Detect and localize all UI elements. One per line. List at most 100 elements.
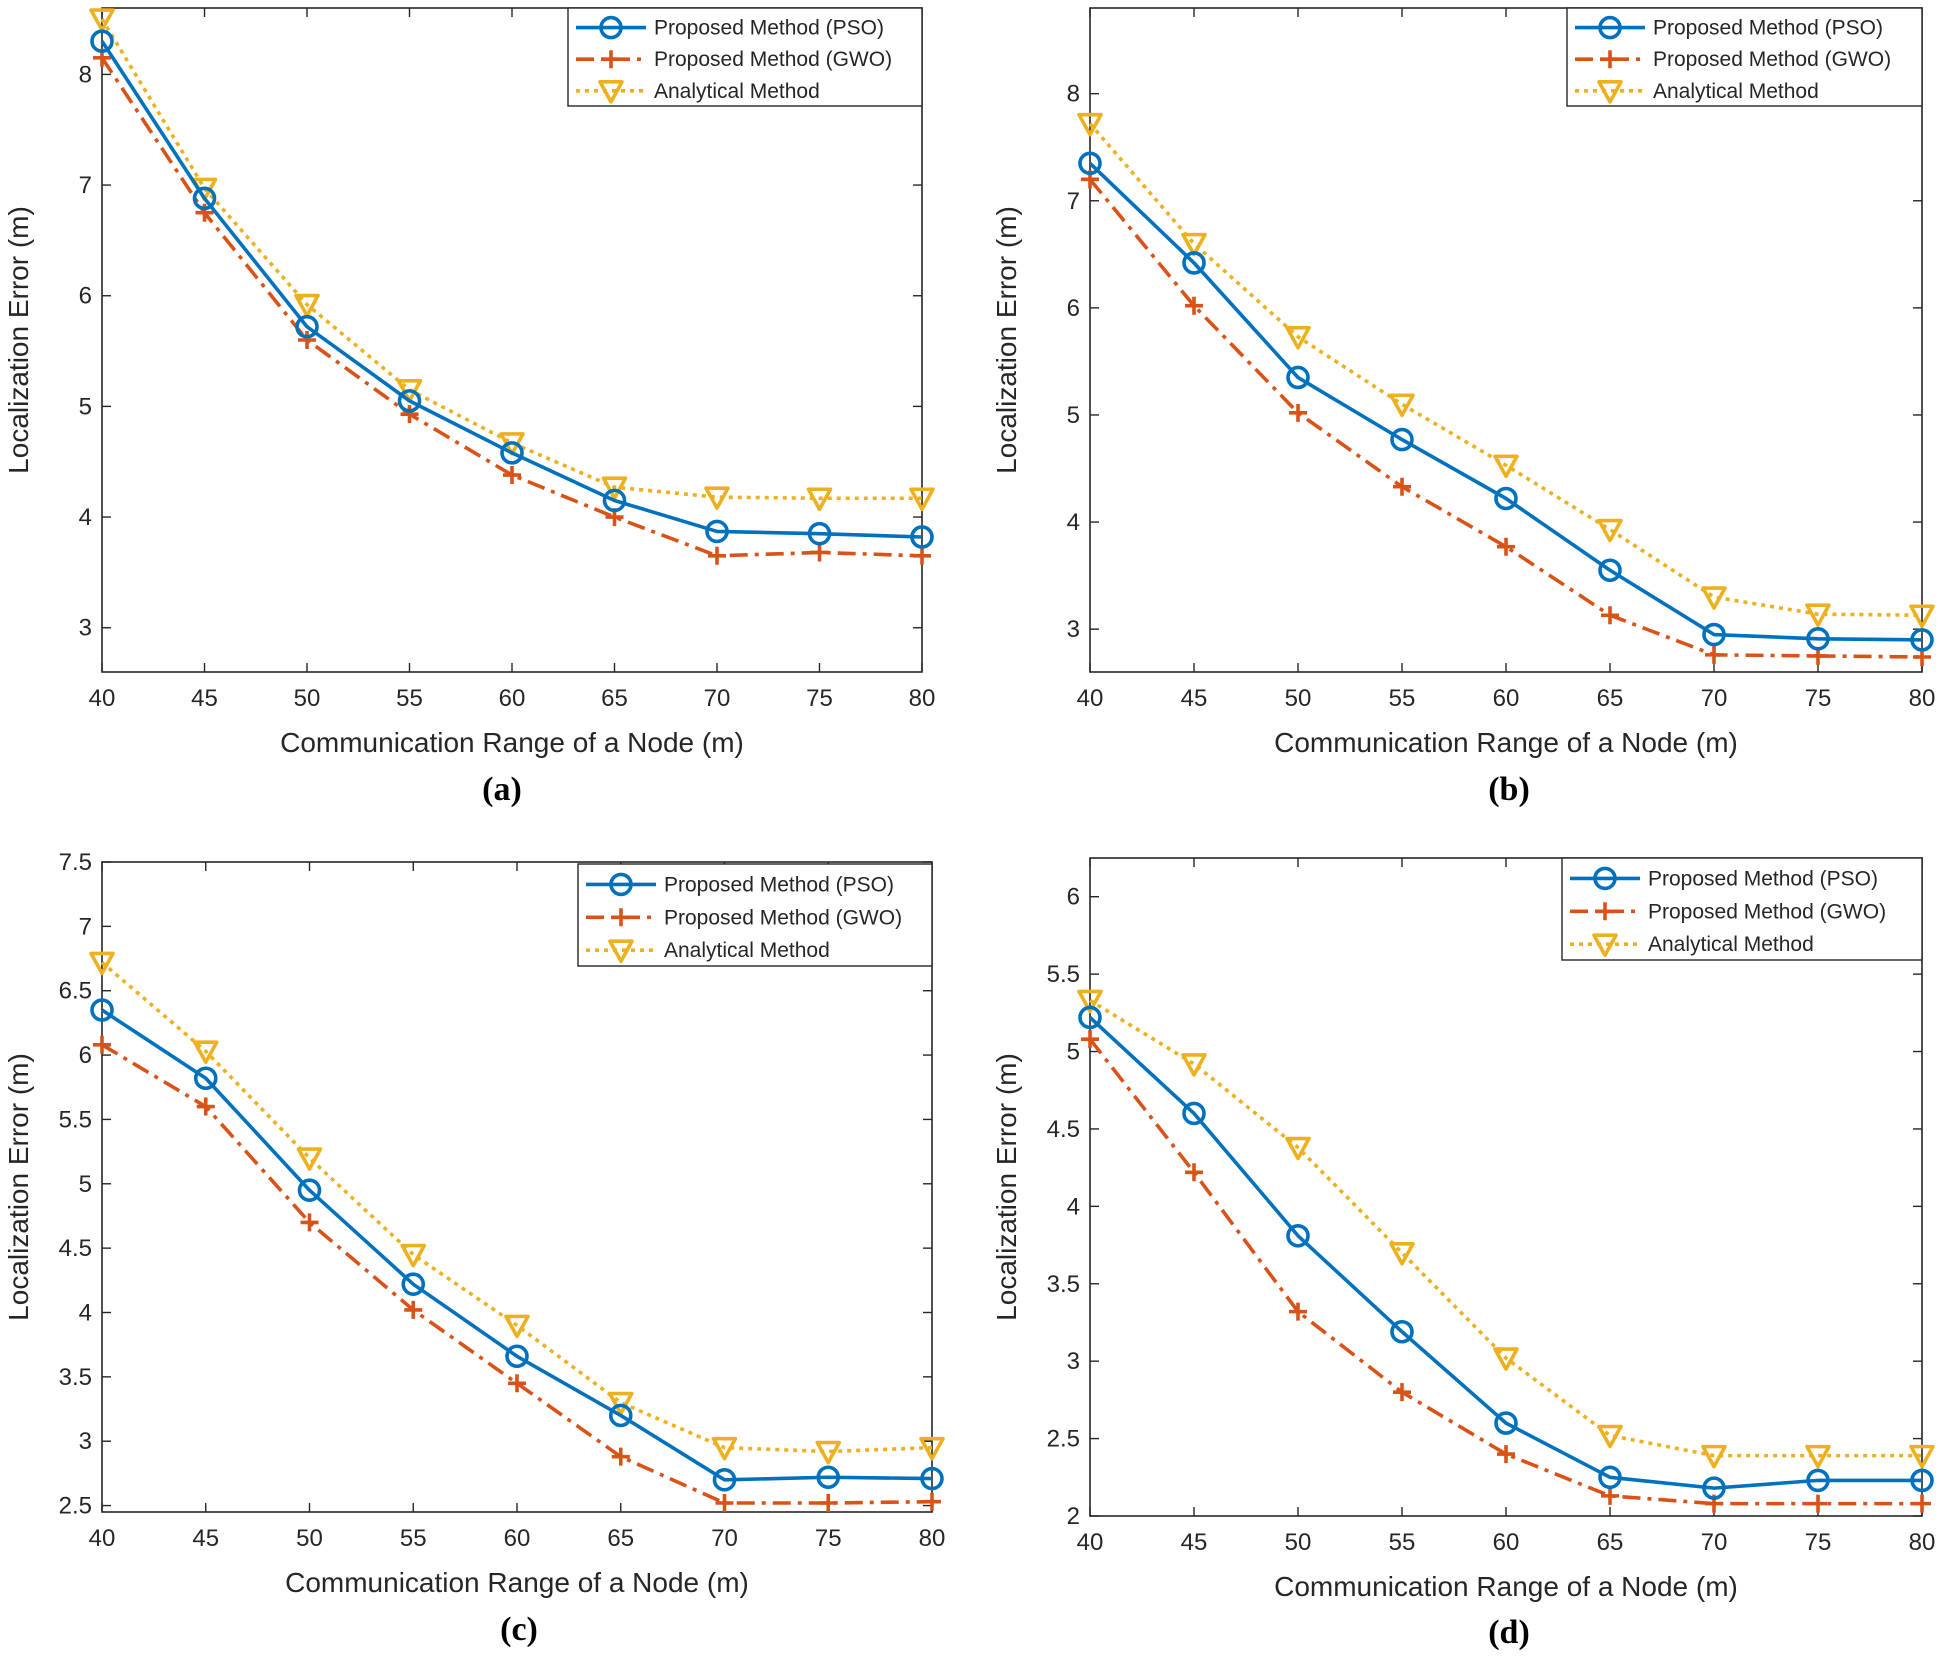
x-tick-label: 50 [1285, 685, 1312, 712]
x-tick-label: 80 [919, 1525, 946, 1552]
x-tick-label: 70 [1701, 685, 1728, 712]
data-point [1806, 626, 1830, 651]
x-tick-label: 50 [296, 1525, 323, 1552]
data-point [819, 1493, 838, 1512]
data-point [810, 543, 829, 562]
chart-panel-d: 40 45 50 55 60 65 70 75 80 2 2.5 3 3.5 4 4.5 5 5.5 6 Commu… [991, 857, 1936, 1651]
legend-marker [612, 908, 630, 927]
y-tick-label: 2.5 [59, 1493, 92, 1520]
data-point [1390, 1319, 1414, 1344]
series-line [1088, 122, 1923, 618]
x-axis-label: Communication Range of a Node (m) [285, 1567, 749, 1598]
data-point [923, 1492, 941, 1511]
data-point [1389, 393, 1415, 418]
x-tick-label: 45 [192, 1525, 219, 1552]
legend-entry: Analytical Method [654, 80, 820, 103]
data-point [1285, 1136, 1311, 1161]
data-point [1910, 1468, 1934, 1493]
y-axis-label: Localization Error (m) [991, 1053, 1022, 1321]
plot-frame [101, 7, 923, 673]
data-point [295, 314, 319, 339]
data-point [1805, 603, 1831, 627]
legend: Proposed Method (PSO) Proposed Method (GW… [567, 7, 923, 107]
data-point [90, 998, 114, 1022]
data-point [1285, 325, 1311, 350]
series-gwo [93, 1035, 941, 1512]
x-tick-label: 50 [294, 685, 321, 712]
data-point [1185, 296, 1203, 315]
legend-entry: Proposed Method (GWO) [654, 48, 892, 71]
y-tick-label: 5.5 [59, 1106, 92, 1133]
x-tick-label: 55 [400, 1525, 427, 1552]
data-point [1493, 1347, 1519, 1371]
panel-caption: (a) [482, 771, 522, 808]
series-gwo [1081, 1030, 1931, 1513]
y-tick-label: 4.5 [59, 1235, 92, 1262]
data-point [708, 546, 726, 565]
data-point [1286, 1223, 1310, 1248]
series-pso [90, 29, 934, 549]
y-axis-label: Localization Error (m) [3, 1053, 34, 1321]
data-point [397, 389, 422, 413]
y-tick-label: 6 [79, 1042, 92, 1069]
x-axis-label: Communication Range of a Node (m) [280, 727, 744, 758]
data-point [1289, 1302, 1307, 1321]
plot-frame [1089, 7, 1923, 673]
data-point [1702, 1476, 1726, 1500]
data-point [601, 476, 628, 500]
x-tick-label: 50 [1285, 1529, 1312, 1556]
data-point [1601, 1486, 1619, 1505]
data-point [1077, 989, 1103, 1014]
legend-entry: Analytical Method [1648, 933, 1814, 956]
chart-panel-c: 40 45 50 55 60 65 70 75 80 2.5 3 3.5 4 4.5 5 5.5 6 6.5 7 7.… [3, 849, 945, 1648]
data-point [300, 1213, 319, 1232]
x-tick-label: 60 [1493, 685, 1520, 712]
data-point [1393, 477, 1411, 496]
y-axis-label: Localization Error (m) [991, 206, 1022, 474]
data-point [1390, 427, 1414, 452]
y-tick-label: 4 [1067, 509, 1080, 536]
data-point [1078, 151, 1102, 176]
y-tick-label: 7 [79, 172, 92, 199]
data-point [1598, 558, 1622, 583]
data-point [1494, 1411, 1518, 1435]
data-point [712, 1468, 737, 1492]
legend: Proposed Method (PSO) Proposed Method (GW… [1566, 7, 1923, 107]
data-point [1909, 1444, 1935, 1469]
data-point [90, 29, 114, 54]
x-tick-label: 65 [607, 1525, 634, 1552]
data-point [297, 1178, 322, 1203]
data-point [919, 1436, 945, 1461]
data-point [1078, 1005, 1102, 1030]
legend-marker [609, 872, 633, 897]
y-tick-label: 6 [1067, 884, 1080, 911]
x-tick-label: 80 [1909, 1529, 1936, 1556]
legend-marker [1598, 15, 1622, 40]
y-axis-label: Localization Error (m) [3, 206, 34, 474]
legend-marker [608, 939, 634, 964]
data-point [1913, 1494, 1931, 1513]
series-line [101, 1043, 933, 1505]
x-tick-label: 70 [1701, 1529, 1728, 1556]
legend-entry: Analytical Method [1653, 80, 1819, 103]
data-point [1181, 232, 1207, 257]
legend: Proposed Method (PSO) Proposed Method (GW… [577, 863, 933, 967]
legend-marker [1596, 902, 1614, 921]
panel-caption: (c) [500, 1611, 538, 1648]
data-point [1701, 586, 1727, 610]
y-tick-label: 3.5 [59, 1364, 92, 1391]
series-analytical [1077, 112, 1935, 629]
series-line [1088, 161, 1923, 642]
y-tick-label: 6 [1067, 295, 1080, 322]
series-line [1089, 998, 1922, 1458]
data-point [1081, 1030, 1099, 1049]
series-line [100, 961, 933, 1454]
x-tick-label: 65 [1597, 1529, 1624, 1556]
data-point [1702, 622, 1726, 647]
series-line [1088, 1038, 1922, 1506]
data-point [909, 487, 935, 512]
series-line [1088, 178, 1923, 659]
data-point [816, 1465, 841, 1490]
